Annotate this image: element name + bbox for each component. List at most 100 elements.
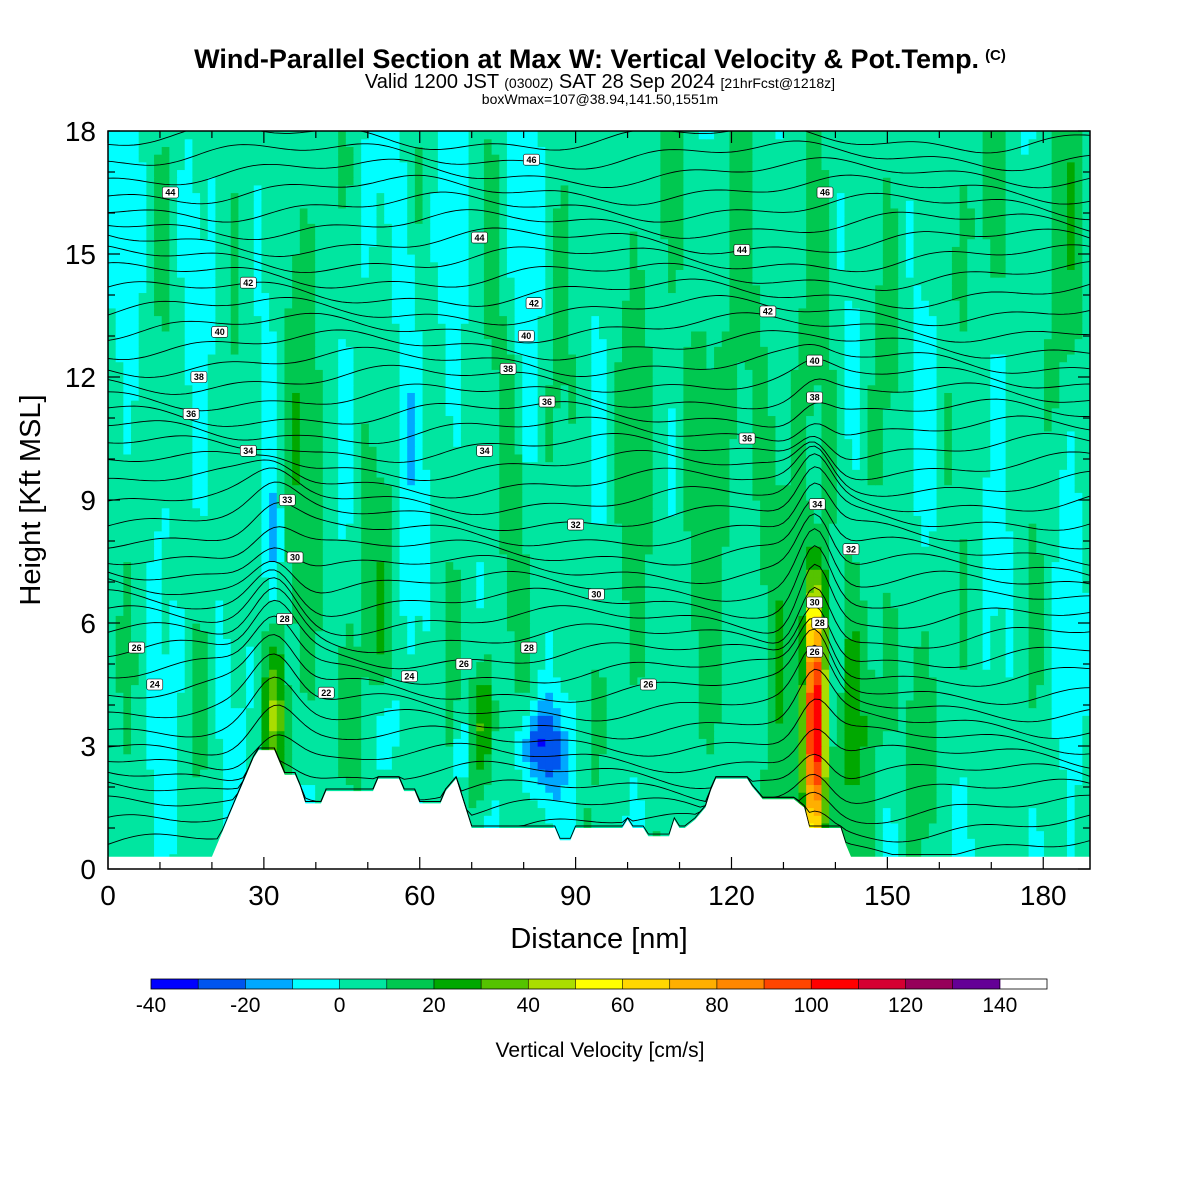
w-cell bbox=[1043, 584, 1053, 593]
w-cell bbox=[744, 615, 754, 624]
w-cell bbox=[714, 623, 723, 632]
w-cell bbox=[1020, 638, 1030, 647]
w-cell bbox=[691, 669, 700, 678]
w-cell bbox=[683, 592, 692, 601]
w-cell bbox=[959, 692, 968, 701]
w-cell bbox=[867, 807, 876, 816]
w-cell bbox=[437, 753, 447, 762]
w-cell bbox=[131, 769, 140, 778]
w-cell bbox=[552, 730, 562, 739]
w-cell bbox=[729, 692, 738, 701]
w-cell bbox=[146, 769, 155, 778]
w-cell bbox=[345, 638, 355, 647]
w-cell bbox=[959, 615, 968, 624]
w-cell bbox=[599, 753, 608, 762]
w-cell bbox=[691, 761, 700, 770]
w-cell bbox=[483, 692, 493, 701]
w-cell bbox=[622, 761, 631, 770]
w-cell bbox=[422, 653, 431, 663]
w-cell bbox=[1020, 661, 1030, 670]
w-cell bbox=[161, 615, 170, 624]
w-cell bbox=[1020, 753, 1030, 762]
w-cell bbox=[744, 623, 754, 632]
w-cell bbox=[284, 769, 293, 778]
w-cell bbox=[783, 599, 792, 609]
w-cell bbox=[253, 638, 263, 647]
w-cell bbox=[990, 646, 999, 655]
w-cell bbox=[775, 615, 784, 624]
w-cell bbox=[622, 707, 631, 716]
w-cell bbox=[445, 623, 454, 632]
w-cell bbox=[890, 584, 899, 593]
w-cell bbox=[859, 738, 869, 747]
w-cell bbox=[1066, 638, 1076, 647]
w-cell bbox=[422, 722, 431, 732]
w-cell bbox=[637, 769, 646, 778]
w-cell bbox=[138, 630, 147, 639]
w-cell bbox=[1066, 661, 1076, 670]
w-cell bbox=[192, 822, 201, 832]
w-cell bbox=[890, 638, 899, 647]
w-cell bbox=[629, 592, 638, 601]
w-cell bbox=[445, 715, 454, 724]
w-cell bbox=[836, 722, 846, 732]
w-cell bbox=[928, 830, 938, 839]
w-cell bbox=[529, 792, 539, 801]
w-cell bbox=[376, 569, 385, 578]
w-cell bbox=[583, 776, 592, 786]
w-cell bbox=[583, 576, 592, 586]
w-cell bbox=[1020, 584, 1030, 593]
w-cell bbox=[1020, 646, 1030, 655]
w-cell bbox=[1028, 738, 1037, 747]
w-cell bbox=[706, 715, 715, 724]
w-cell bbox=[1051, 653, 1060, 663]
w-cell bbox=[898, 576, 907, 586]
w-cell bbox=[108, 669, 117, 678]
w-cell bbox=[476, 630, 485, 639]
w-cell bbox=[959, 738, 968, 747]
w-cell bbox=[867, 684, 876, 693]
w-cell bbox=[760, 738, 769, 747]
w-cell bbox=[806, 822, 815, 832]
w-cell bbox=[875, 692, 884, 701]
w-cell bbox=[645, 699, 654, 709]
w-cell bbox=[660, 807, 669, 816]
w-cell bbox=[361, 661, 370, 670]
w-cell bbox=[668, 699, 677, 709]
w-cell bbox=[537, 722, 546, 732]
w-cell bbox=[315, 792, 324, 801]
w-cell bbox=[928, 707, 938, 716]
w-cell bbox=[276, 584, 286, 593]
w-cell bbox=[269, 722, 278, 732]
w-cell bbox=[913, 653, 922, 663]
w-cell bbox=[852, 807, 861, 816]
w-cell bbox=[813, 699, 823, 709]
w-cell bbox=[844, 738, 853, 747]
w-cell bbox=[391, 638, 401, 647]
w-cell bbox=[583, 730, 592, 739]
w-cell bbox=[614, 669, 623, 678]
w-cell bbox=[760, 638, 769, 647]
w-cell bbox=[913, 722, 922, 732]
w-cell bbox=[1036, 715, 1045, 724]
w-cell bbox=[591, 661, 600, 670]
w-cell bbox=[407, 661, 416, 670]
w-cell bbox=[154, 669, 163, 678]
w-cell bbox=[859, 661, 869, 670]
w-cell bbox=[783, 776, 792, 786]
w-cell bbox=[476, 684, 485, 693]
w-cell bbox=[545, 776, 554, 786]
w-cell bbox=[261, 569, 270, 578]
w-cell bbox=[207, 792, 217, 801]
w-cell bbox=[115, 576, 124, 586]
w-cell bbox=[491, 676, 500, 686]
w-cell bbox=[675, 722, 684, 732]
w-cell bbox=[491, 769, 500, 778]
w-cell bbox=[982, 838, 991, 847]
w-cell bbox=[1082, 607, 1090, 616]
w-cell bbox=[522, 599, 531, 609]
w-cell bbox=[460, 592, 470, 601]
w-cell bbox=[990, 753, 999, 762]
w-cell bbox=[131, 776, 140, 786]
w-cell bbox=[146, 845, 155, 855]
